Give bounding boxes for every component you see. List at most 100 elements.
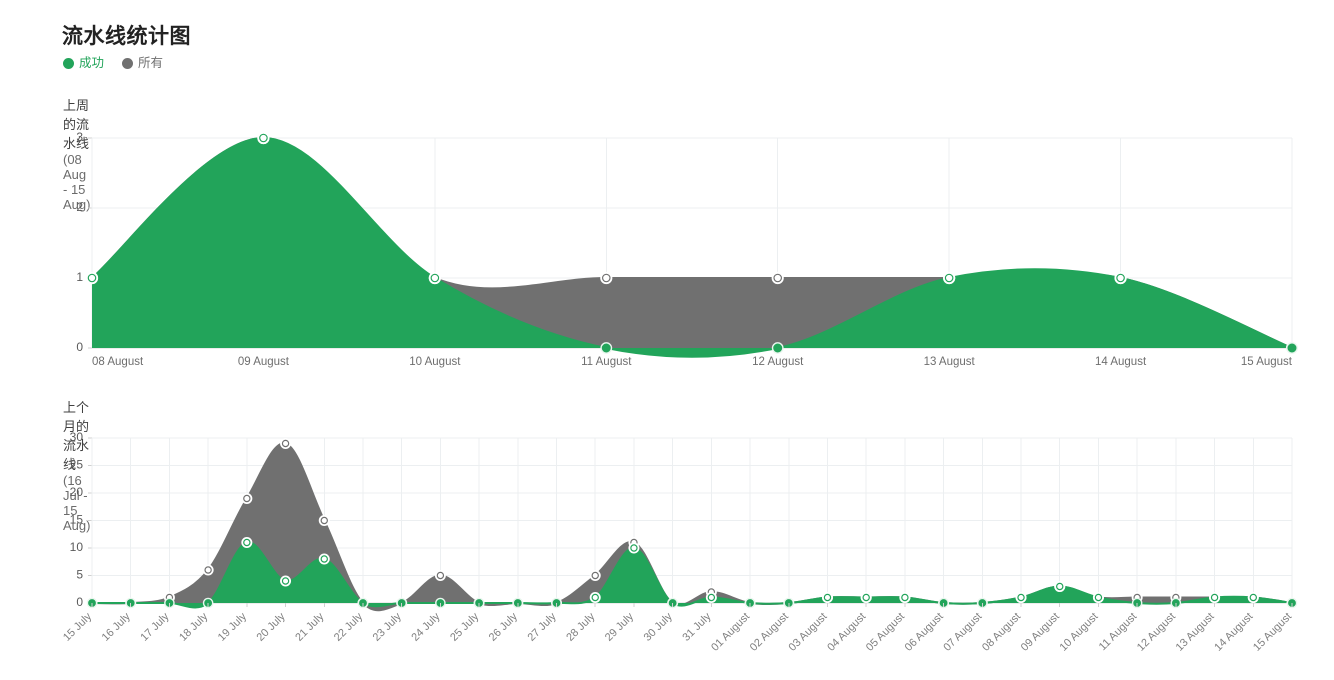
x-axis-tick-label: 25 July <box>448 610 481 643</box>
data-point-inner <box>824 595 830 600</box>
x-axis-tick-label: 09 August <box>1019 611 1062 654</box>
chart-legend: 成功 所有 <box>63 57 163 70</box>
x-axis-tick-label: 12 August <box>1135 611 1178 654</box>
data-point-inner <box>260 134 267 142</box>
x-axis-tick-label: 18 July <box>177 610 210 643</box>
legend-dot-all-icon <box>122 57 134 69</box>
x-axis-tick-label: 06 August <box>903 611 946 654</box>
data-point-inner <box>437 573 443 578</box>
x-axis-tick-label: 13 August <box>1174 611 1217 654</box>
x-axis-tick-label: 27 July <box>526 610 559 643</box>
x-axis-tick-label: 08 August <box>92 356 144 368</box>
data-point-inner <box>592 573 598 578</box>
series-area-success <box>92 138 1292 357</box>
x-axis-tick-label: 04 August <box>825 611 868 654</box>
x-axis-tick-label: 07 August <box>941 611 984 654</box>
data-point-inner <box>1018 595 1024 600</box>
x-axis-tick-label: 10 August <box>409 356 461 368</box>
x-axis-tick-label: 11 August <box>581 356 632 368</box>
x-axis-tick-label: 17 July <box>138 610 171 643</box>
x-axis-tick-label: 15 August <box>1251 611 1294 654</box>
x-axis-tick-label: 14 August <box>1212 611 1255 654</box>
data-point-inner <box>88 274 96 282</box>
x-axis-tick-label: 19 July <box>216 610 249 643</box>
x-axis-tick-label: 28 July <box>564 610 597 643</box>
x-axis-tick-label: 30 July <box>642 610 675 643</box>
month-caption-range: (16 Jul - 15 Aug) <box>63 473 91 533</box>
data-point-inner <box>774 274 781 282</box>
y-axis-tick-label: 1 <box>76 270 83 284</box>
x-axis-tick-label: 22 July <box>332 610 365 643</box>
y-axis-tick-label: 0 <box>76 595 83 609</box>
data-point-inner <box>1057 584 1063 589</box>
data-point-inner <box>1250 595 1256 600</box>
week-chart-caption: 上周的流水线 (08 Aug - 15 Aug) <box>63 95 90 212</box>
x-axis-tick-label: 24 July <box>409 610 442 643</box>
data-point-success[interactable] <box>1286 342 1298 354</box>
y-axis-tick-label: 0 <box>76 340 83 354</box>
x-axis-tick-label: 10 August <box>1057 611 1100 654</box>
y-axis-tick-label: 10 <box>70 540 84 554</box>
week-caption-main: 上周的流水线 <box>63 98 90 151</box>
month-chart-svg[interactable]: 0 5 10 15 20 25 30 15 July 16 July 17 July 18 July… <box>0 420 1334 680</box>
week-chart-svg[interactable]: 0 1 2 3 08 August 09 August 10 August 11 August… <box>0 0 1334 380</box>
y-axis-tick-label: 2 <box>76 200 83 214</box>
data-point-success[interactable] <box>771 342 784 354</box>
x-axis-tick-label: 23 July <box>371 610 404 643</box>
x-axis-tick-label: 12 August <box>752 356 804 368</box>
y-axis-tick-label: 25 <box>70 458 84 472</box>
x-axis-tick-label: 29 July <box>603 610 636 643</box>
week-caption-range: (08 Aug - 15 Aug) <box>63 152 91 212</box>
month-chart-canvas[interactable]: 0 5 10 15 20 25 30 15 July 16 July 17 July 18 July… <box>0 420 1334 680</box>
data-point-inner <box>592 595 598 600</box>
data-point-inner <box>244 496 250 501</box>
data-point-inner <box>321 556 327 562</box>
legend-item-all[interactable]: 所有 <box>122 57 163 70</box>
data-point-inner <box>283 441 289 446</box>
week-chart-canvas[interactable]: 0 1 2 3 08 August 09 August 10 August 11 August… <box>0 0 1334 380</box>
x-axis-tick-label: 08 August <box>980 611 1023 654</box>
x-axis-tick-label: 02 August <box>748 611 791 654</box>
data-point-inner <box>205 567 211 573</box>
data-point-inner <box>863 595 869 600</box>
x-axis-tick-label: 11 August <box>1097 611 1140 654</box>
x-axis-tick-label: 09 August <box>238 356 290 368</box>
x-axis-tick-label: 13 August <box>924 356 976 368</box>
y-axis-tick-label: 30 <box>70 430 84 444</box>
page-title: 流水线统计图 <box>62 25 191 48</box>
x-axis-tick-label: 31 July <box>680 610 713 643</box>
data-point-inner <box>631 545 637 551</box>
month-chart-caption: 上个月的流水线 (16 Jul - 15 Aug) <box>63 397 90 533</box>
legend-label-success: 成功 <box>79 56 105 70</box>
legend-dot-success-icon <box>63 57 74 69</box>
data-point-inner <box>1212 595 1218 600</box>
data-point-inner <box>283 578 289 584</box>
data-point-inner <box>902 595 908 600</box>
x-axis-tick-label: 05 August <box>864 611 907 654</box>
data-point-inner <box>603 274 610 282</box>
data-point-inner <box>1117 274 1124 282</box>
x-axis-tick-label: 15 August <box>1241 356 1293 368</box>
data-point-inner <box>244 540 250 545</box>
data-point-success[interactable] <box>600 342 613 354</box>
legend-label-all: 所有 <box>138 56 164 70</box>
x-axis-tick-label: 21 July <box>293 610 326 643</box>
data-point-inner <box>321 518 327 523</box>
y-axis-tick-label: 20 <box>70 485 84 499</box>
x-axis-tick-label: 01 August <box>709 611 752 654</box>
x-axis-tick-label: 15 July <box>61 610 94 643</box>
x-axis-tick-label: 26 July <box>487 610 520 643</box>
y-axis-tick-label: 3 <box>76 130 83 144</box>
x-axis-tick-label: 16 July <box>100 610 133 643</box>
series-area-all <box>92 443 1292 611</box>
month-caption-main: 上个月的流水线 <box>63 400 90 472</box>
data-point-inner <box>708 595 714 600</box>
x-axis-tick-label: 14 August <box>1095 356 1147 368</box>
x-axis-tick-label: 20 July <box>255 610 288 643</box>
y-axis-tick-label: 15 <box>70 513 84 527</box>
x-axis-tick-label: 03 August <box>787 611 830 654</box>
data-point-inner <box>1095 595 1101 600</box>
y-axis-tick-label: 5 <box>76 568 83 582</box>
legend-item-success[interactable]: 成功 <box>63 57 104 70</box>
